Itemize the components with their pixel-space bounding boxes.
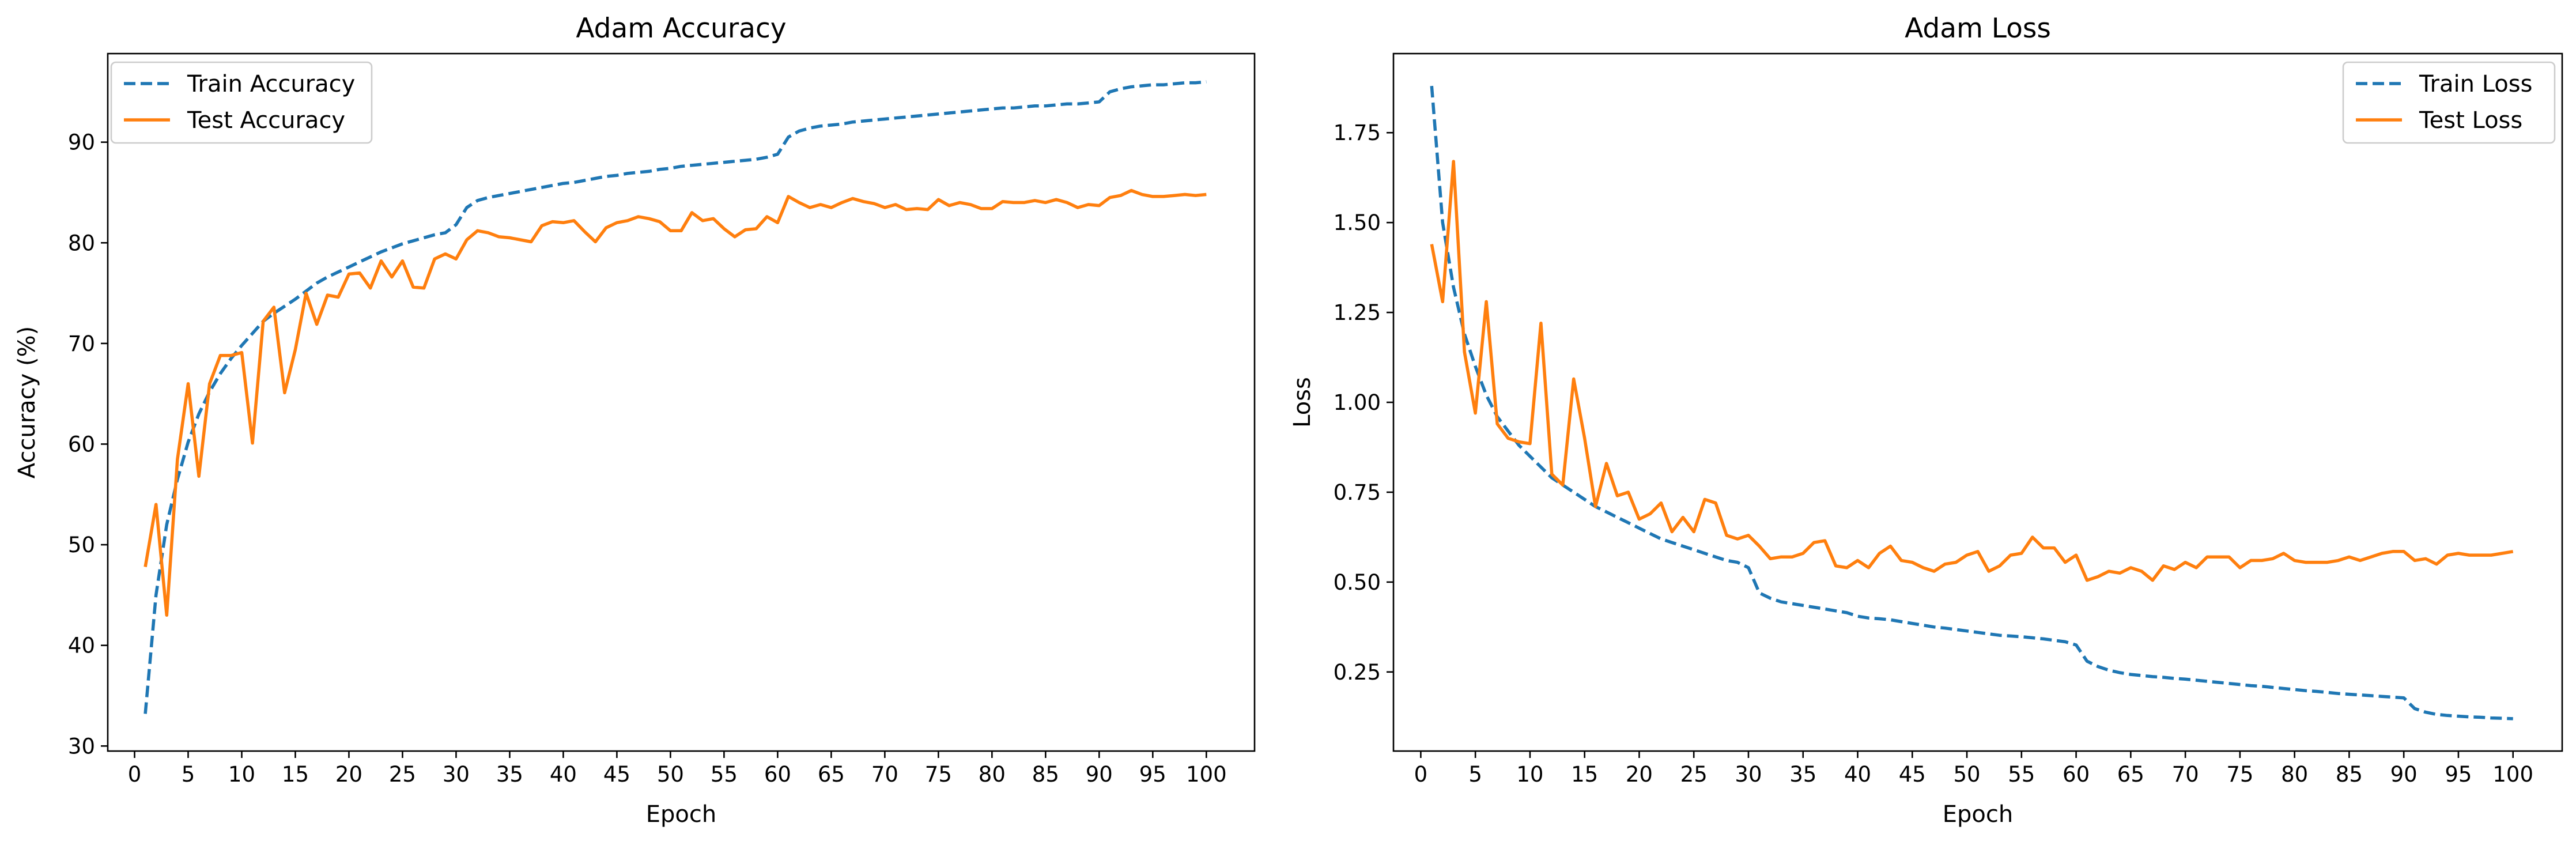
accuracy-x-tick-label: 95	[1139, 762, 1166, 787]
accuracy-y-tick-label: 80	[68, 231, 95, 255]
accuracy-legend-train-label: Train Accuracy	[187, 71, 355, 97]
loss-x-tick-label: 70	[2172, 762, 2199, 787]
test-loss-line	[1430, 160, 2514, 582]
accuracy-ticks: 0 5 10 15 20 25 30 35 40 45 50 55 60 65 70 75 80 85 90 95 10…	[68, 130, 1227, 787]
accuracy-y-tick-label: 70	[68, 331, 95, 356]
loss-y-tick-label: 1.25	[1334, 300, 1381, 325]
loss-y-axis-label: Loss	[1289, 377, 1316, 428]
accuracy-x-tick-label: 10	[228, 762, 255, 787]
accuracy-y-tick-label: 60	[68, 432, 95, 457]
loss-x-tick-label: 90	[2390, 762, 2418, 787]
loss-chart: Adam Loss 0 5 10 15 20 25 30 35 40 45 50 55 60 65 70 75…	[1289, 13, 2563, 828]
loss-x-tick-label: 45	[1899, 762, 1926, 787]
loss-x-tick-label: 55	[2008, 762, 2035, 787]
loss-y-tick-label: 1.75	[1334, 120, 1381, 145]
accuracy-x-axis-label: Epoch	[646, 801, 716, 828]
loss-x-tick-label: 30	[1735, 762, 1762, 787]
train-loss-line	[1430, 85, 2513, 720]
loss-x-tick-label: 35	[1789, 762, 1816, 787]
accuracy-legend-test-label: Test Accuracy	[187, 107, 345, 134]
accuracy-x-tick-label: 65	[818, 762, 845, 787]
accuracy-y-tick-label: 50	[68, 533, 95, 557]
accuracy-x-tick-label: 55	[711, 762, 738, 787]
accuracy-x-tick-label: 25	[389, 762, 416, 787]
loss-x-tick-label: 5	[1468, 762, 1482, 787]
accuracy-y-tick-label: 90	[68, 130, 95, 155]
loss-x-tick-label: 80	[2281, 762, 2308, 787]
loss-x-tick-label: 15	[1571, 762, 1598, 787]
loss-x-tick-label: 95	[2445, 762, 2472, 787]
accuracy-x-tick-label: 35	[496, 762, 523, 787]
accuracy-x-tick-label: 0	[128, 762, 142, 787]
accuracy-x-tick-label: 20	[335, 762, 362, 787]
loss-y-tick-label: 1.00	[1334, 390, 1381, 415]
accuracy-axes-frame	[107, 52, 1256, 752]
accuracy-x-tick-label: 85	[1032, 762, 1059, 787]
train-accuracy-line	[143, 80, 1207, 714]
accuracy-y-tick-label: 30	[68, 734, 95, 759]
loss-x-tick-label: 25	[1680, 762, 1708, 787]
loss-axes-frame	[1392, 52, 2563, 752]
loss-y-tick-label: 0.50	[1334, 570, 1381, 595]
loss-ticks: 0 5 10 15 20 25 30 35 40 45 50 55 60 65 70 75 80 85 90 95 10…	[1334, 120, 2533, 787]
loss-series-layer	[1430, 85, 2514, 720]
loss-legend-test-label: Test Loss	[2419, 107, 2522, 134]
accuracy-x-tick-label: 75	[925, 762, 952, 787]
loss-y-tick-label: 0.75	[1334, 480, 1381, 505]
loss-x-tick-label: 40	[1844, 762, 1871, 787]
accuracy-series-layer	[143, 80, 1207, 714]
loss-x-tick-label: 60	[2063, 762, 2090, 787]
accuracy-chart: Adam Accuracy 0 5 10 15 20 25 30 35 40 45 50 55 60 65…	[14, 13, 1256, 828]
test-accuracy-line	[143, 188, 1207, 617]
accuracy-x-tick-label: 70	[871, 762, 898, 787]
accuracy-x-tick-label: 45	[603, 762, 630, 787]
accuracy-legend-box	[110, 61, 373, 144]
loss-x-tick-label: 65	[2117, 762, 2144, 787]
accuracy-y-tick-label: 40	[68, 633, 95, 658]
accuracy-x-tick-label: 100	[1186, 762, 1227, 787]
loss-legend-train-label: Train Loss	[2419, 71, 2532, 97]
loss-x-axis-label: Epoch	[1943, 801, 2013, 828]
loss-x-tick-label: 85	[2336, 762, 2363, 787]
loss-x-tick-label: 100	[2492, 762, 2533, 787]
accuracy-x-tick-label: 90	[1086, 762, 1113, 787]
loss-y-tick-label: 0.25	[1334, 660, 1381, 685]
loss-x-tick-label: 75	[2226, 762, 2253, 787]
accuracy-x-tick-label: 15	[282, 762, 309, 787]
accuracy-x-tick-label: 60	[764, 762, 791, 787]
accuracy-x-tick-label: 80	[979, 762, 1006, 787]
accuracy-x-tick-label: 5	[182, 762, 195, 787]
loss-legend: Train Loss Test Loss	[2342, 61, 2556, 144]
loss-x-tick-label: 50	[1953, 762, 1980, 787]
loss-x-tick-label: 10	[1516, 762, 1543, 787]
loss-x-tick-label: 0	[1414, 762, 1428, 787]
loss-y-tick-label: 1.50	[1334, 210, 1381, 235]
loss-chart-title: Adam Loss	[1905, 13, 2051, 44]
accuracy-chart-title: Adam Accuracy	[576, 13, 786, 44]
accuracy-x-tick-label: 50	[657, 762, 684, 787]
loss-x-tick-label: 20	[1626, 762, 1653, 787]
accuracy-x-tick-label: 40	[550, 762, 577, 787]
accuracy-legend: Train Accuracy Test Accuracy	[110, 61, 373, 144]
accuracy-x-tick-label: 30	[443, 762, 470, 787]
accuracy-y-axis-label: Accuracy (%)	[14, 326, 40, 479]
